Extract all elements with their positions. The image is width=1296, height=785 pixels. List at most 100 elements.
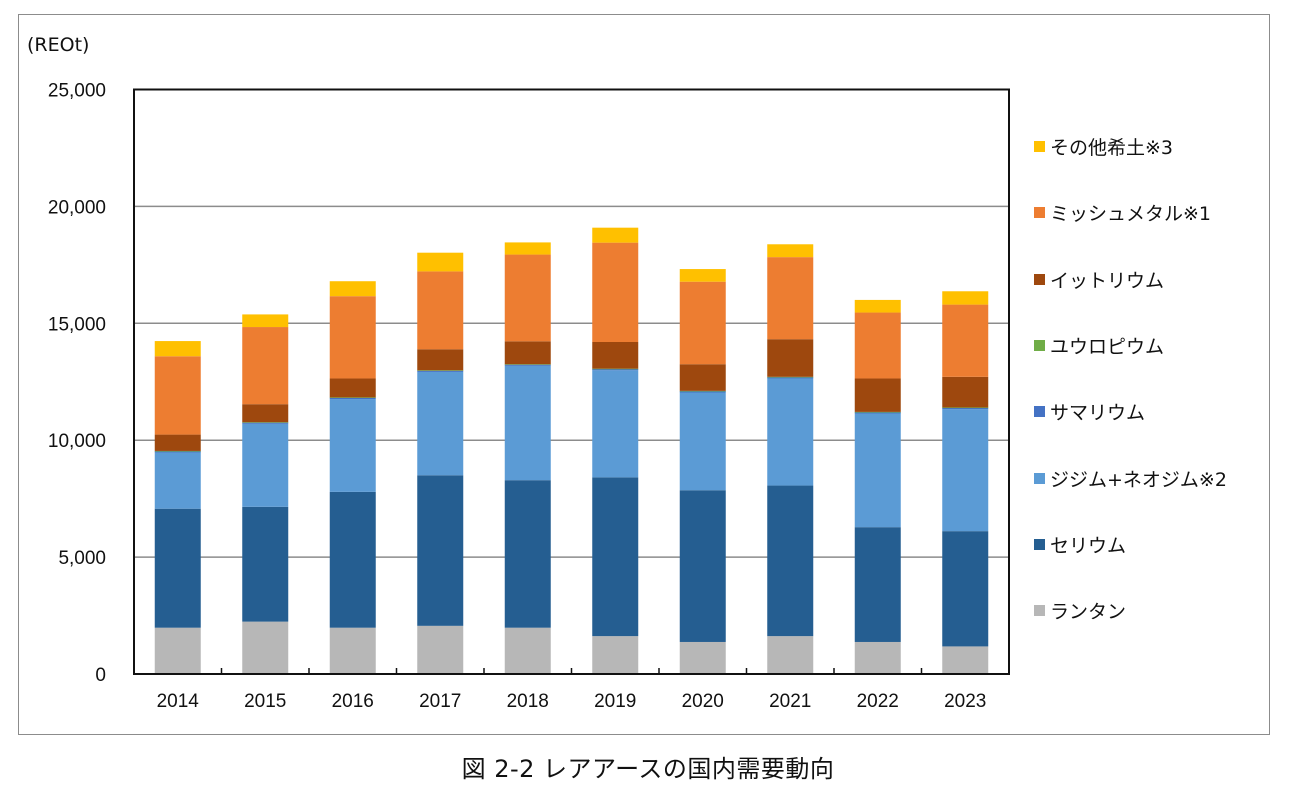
- bar-segment: [417, 370, 464, 372]
- bar-stack: [242, 314, 289, 674]
- bar-segment: [679, 392, 726, 491]
- legend-item: ジジム+ネオジム※2: [1034, 465, 1227, 492]
- legend-label: ランタン: [1050, 601, 1127, 624]
- bar-stack: [329, 281, 376, 674]
- bar-segment: [329, 296, 376, 379]
- bar-segment: [242, 621, 289, 674]
- figure-caption: 図 2-2 レアアースの国内需要動向: [461, 755, 835, 783]
- legend-swatch: [1034, 605, 1045, 617]
- bar-segment: [504, 627, 551, 674]
- bar-segment: [592, 636, 639, 674]
- bar-segment: [942, 291, 989, 305]
- x-tick-label: 2017: [419, 691, 461, 712]
- bar-segment: [154, 356, 201, 435]
- bar-segment: [242, 314, 289, 328]
- bar-segment: [592, 342, 639, 369]
- legend-item: その他希土※3: [1034, 133, 1173, 160]
- bar-segment: [242, 422, 289, 423]
- bar-segment: [767, 485, 814, 637]
- bar-segment: [679, 281, 726, 365]
- legend-swatch: [1034, 273, 1045, 285]
- y-tick-label: 5,000: [58, 548, 106, 569]
- bar-segment: [854, 413, 901, 528]
- bar-segment: [417, 370, 464, 371]
- bar-segment: [854, 299, 901, 313]
- legend-swatch: [1034, 207, 1045, 219]
- legend-swatch: [1034, 339, 1045, 351]
- bar-stack: [417, 252, 464, 674]
- bar-stack: [679, 269, 726, 674]
- legend-swatch: [1034, 141, 1045, 152]
- bar-segment: [767, 636, 814, 674]
- bar-segment: [679, 390, 726, 392]
- legend-item: イットリウム: [1034, 266, 1164, 293]
- bar-segment: [417, 625, 464, 674]
- y-tick-label: 20,000: [48, 197, 106, 218]
- bar-segment: [679, 364, 726, 391]
- y-tick-label: 0: [95, 665, 106, 686]
- legend-item: サマリウム: [1034, 398, 1145, 425]
- x-tick-label: 2022: [857, 691, 899, 712]
- x-tick-label: 2023: [944, 691, 986, 712]
- bar-segment: [942, 407, 989, 410]
- bar-stack: [154, 341, 201, 674]
- bar-segment: [767, 339, 814, 377]
- axes: [133, 88, 1010, 675]
- bar-segment: [504, 364, 551, 366]
- bar-segment: [679, 391, 726, 393]
- bar-segment: [504, 480, 551, 628]
- bar-segment: [854, 527, 901, 642]
- bar-segment: [767, 244, 814, 258]
- bar-stack: [592, 227, 639, 674]
- bar-segment: [592, 368, 639, 370]
- y-axis-unit-label: (REOt): [27, 34, 90, 56]
- bar-segment: [242, 327, 289, 405]
- plot-area-border: [133, 88, 1010, 675]
- bar-segment: [942, 409, 989, 532]
- legend-swatch: [1034, 538, 1045, 550]
- x-tick-label: 2018: [507, 691, 549, 712]
- y-tick-labels: 0 5,000 10,000 15,000 20,000 25,000: [48, 81, 106, 687]
- bar-segment: [942, 646, 989, 674]
- x-tick-label: 2016: [332, 691, 374, 712]
- bar-segment: [854, 641, 901, 674]
- x-tick-label: 2019: [594, 691, 636, 712]
- bar-segment: [242, 423, 289, 507]
- x-tick-labels: 2014 2015 2016 2017 2018 2019 2020 2021 2022 2023: [157, 691, 987, 712]
- legend-swatch: [1034, 406, 1045, 418]
- legend-label: ユウロピウム: [1050, 335, 1165, 358]
- bar-segment: [942, 376, 989, 408]
- bar-segment: [854, 378, 901, 412]
- bar-segment: [679, 641, 726, 674]
- bar-segment: [767, 376, 814, 378]
- legend-item: ランタン: [1034, 597, 1126, 624]
- bar-segment: [417, 475, 464, 626]
- legend-label: イットリウム: [1050, 269, 1165, 292]
- y-tick-label: 10,000: [48, 431, 106, 452]
- bar-segment: [767, 257, 814, 340]
- bar-segment: [942, 531, 989, 647]
- bar-segment: [242, 506, 289, 622]
- legend-item: ミッシュメタル※1: [1034, 199, 1211, 226]
- legend-label: ジジム+ネオジム※2: [1050, 468, 1227, 491]
- bar-segment: [417, 349, 464, 371]
- y-tick-label: 25,000: [48, 81, 106, 102]
- bar-segment: [767, 378, 814, 486]
- bar-segment: [942, 304, 989, 377]
- bar-stack: [942, 291, 989, 674]
- bar-segment: [854, 411, 901, 413]
- legend-swatch: [1034, 472, 1045, 484]
- legend-label: その他希土※3: [1050, 137, 1174, 159]
- bar-segment: [504, 365, 551, 481]
- bar-segment: [154, 451, 201, 453]
- bar-segment: [329, 491, 376, 628]
- bar-segment: [154, 450, 201, 452]
- x-tick-label: 2015: [244, 691, 286, 712]
- bar-segment: [154, 627, 201, 674]
- bar-segment: [329, 399, 376, 492]
- bar-segment: [329, 281, 376, 297]
- bar-segment: [592, 477, 639, 637]
- bar-segment: [592, 368, 639, 371]
- bar-segment: [592, 370, 639, 478]
